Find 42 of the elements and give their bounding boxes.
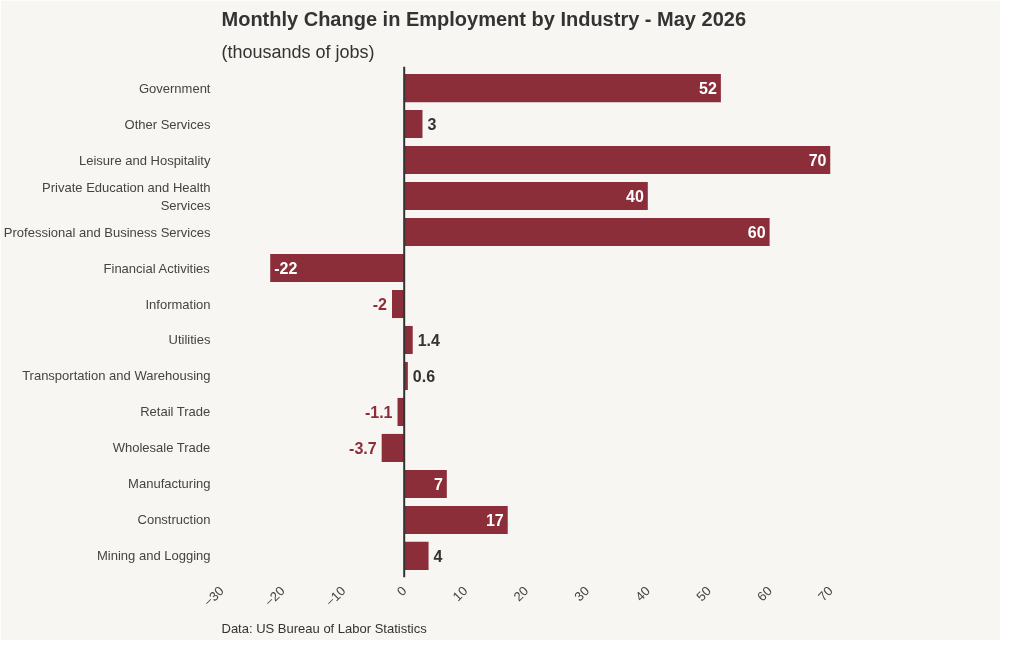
data-label: -1.1 — [364, 403, 393, 421]
data-label: 3 — [427, 116, 437, 134]
data-label: 17 — [485, 511, 504, 529]
data-label: 1.4 — [417, 331, 441, 349]
y-tick-label: Manufacturing — [128, 476, 211, 492]
chart-title: Monthly Change in Employment by Industry - May 2026 — [221, 7, 747, 30]
y-tick-label: Transportation and Warehousing — [22, 368, 211, 384]
x-tick-label: 0 — [393, 583, 410, 599]
text: Data: US Bureau of Labor Statistics — [221, 620, 428, 636]
data-label: 7 — [433, 475, 443, 493]
y-tick-label: Other Services — [124, 116, 211, 132]
y-tick-label: Leisure and Hospitality — [78, 152, 211, 168]
x-tick-label: 20 — [510, 583, 532, 605]
data-label: 40 — [626, 188, 644, 206]
y-tick-label: Construction — [137, 512, 211, 528]
y-tick-label: Private Education and Health Services — [42, 179, 211, 213]
x-tick-label: −30 — [200, 583, 227, 610]
x-tick-label: 70 — [814, 583, 836, 605]
x-tick-label: 30 — [571, 583, 593, 605]
data-label: 0.6 — [412, 367, 436, 385]
x-tick-label: 40 — [632, 583, 654, 605]
data-label: 70 — [808, 152, 827, 170]
y-tick-label: Retail Trade — [140, 404, 211, 420]
x-tick-label: 60 — [754, 583, 775, 605]
data-label: 4 — [433, 547, 443, 565]
y-tick-label: Information — [145, 296, 211, 312]
y-tick-label: Wholesale Trade — [112, 440, 211, 456]
y-tick-label: Utilities — [168, 332, 211, 348]
data-label: 52 — [699, 80, 717, 98]
y-tick-label: Mining and Logging — [97, 548, 211, 564]
x-tick-label: −20 — [261, 583, 288, 610]
data-label: -2 — [372, 296, 388, 314]
y-tick-label: Financial Activities — [103, 260, 211, 276]
data-label: 60 — [747, 224, 766, 242]
data-label: -22 — [274, 260, 298, 278]
data-label: -3.7 — [349, 439, 377, 457]
x-tick-label: 50 — [693, 583, 715, 605]
x-tick-label: 10 — [449, 583, 471, 605]
x-tick-label: −10 — [322, 583, 349, 610]
y-tick-label: Professional and Business Services — [3, 224, 211, 240]
y-tick-label: Government — [138, 80, 211, 96]
chart-subtitle: (thousands of jobs) — [221, 41, 375, 62]
